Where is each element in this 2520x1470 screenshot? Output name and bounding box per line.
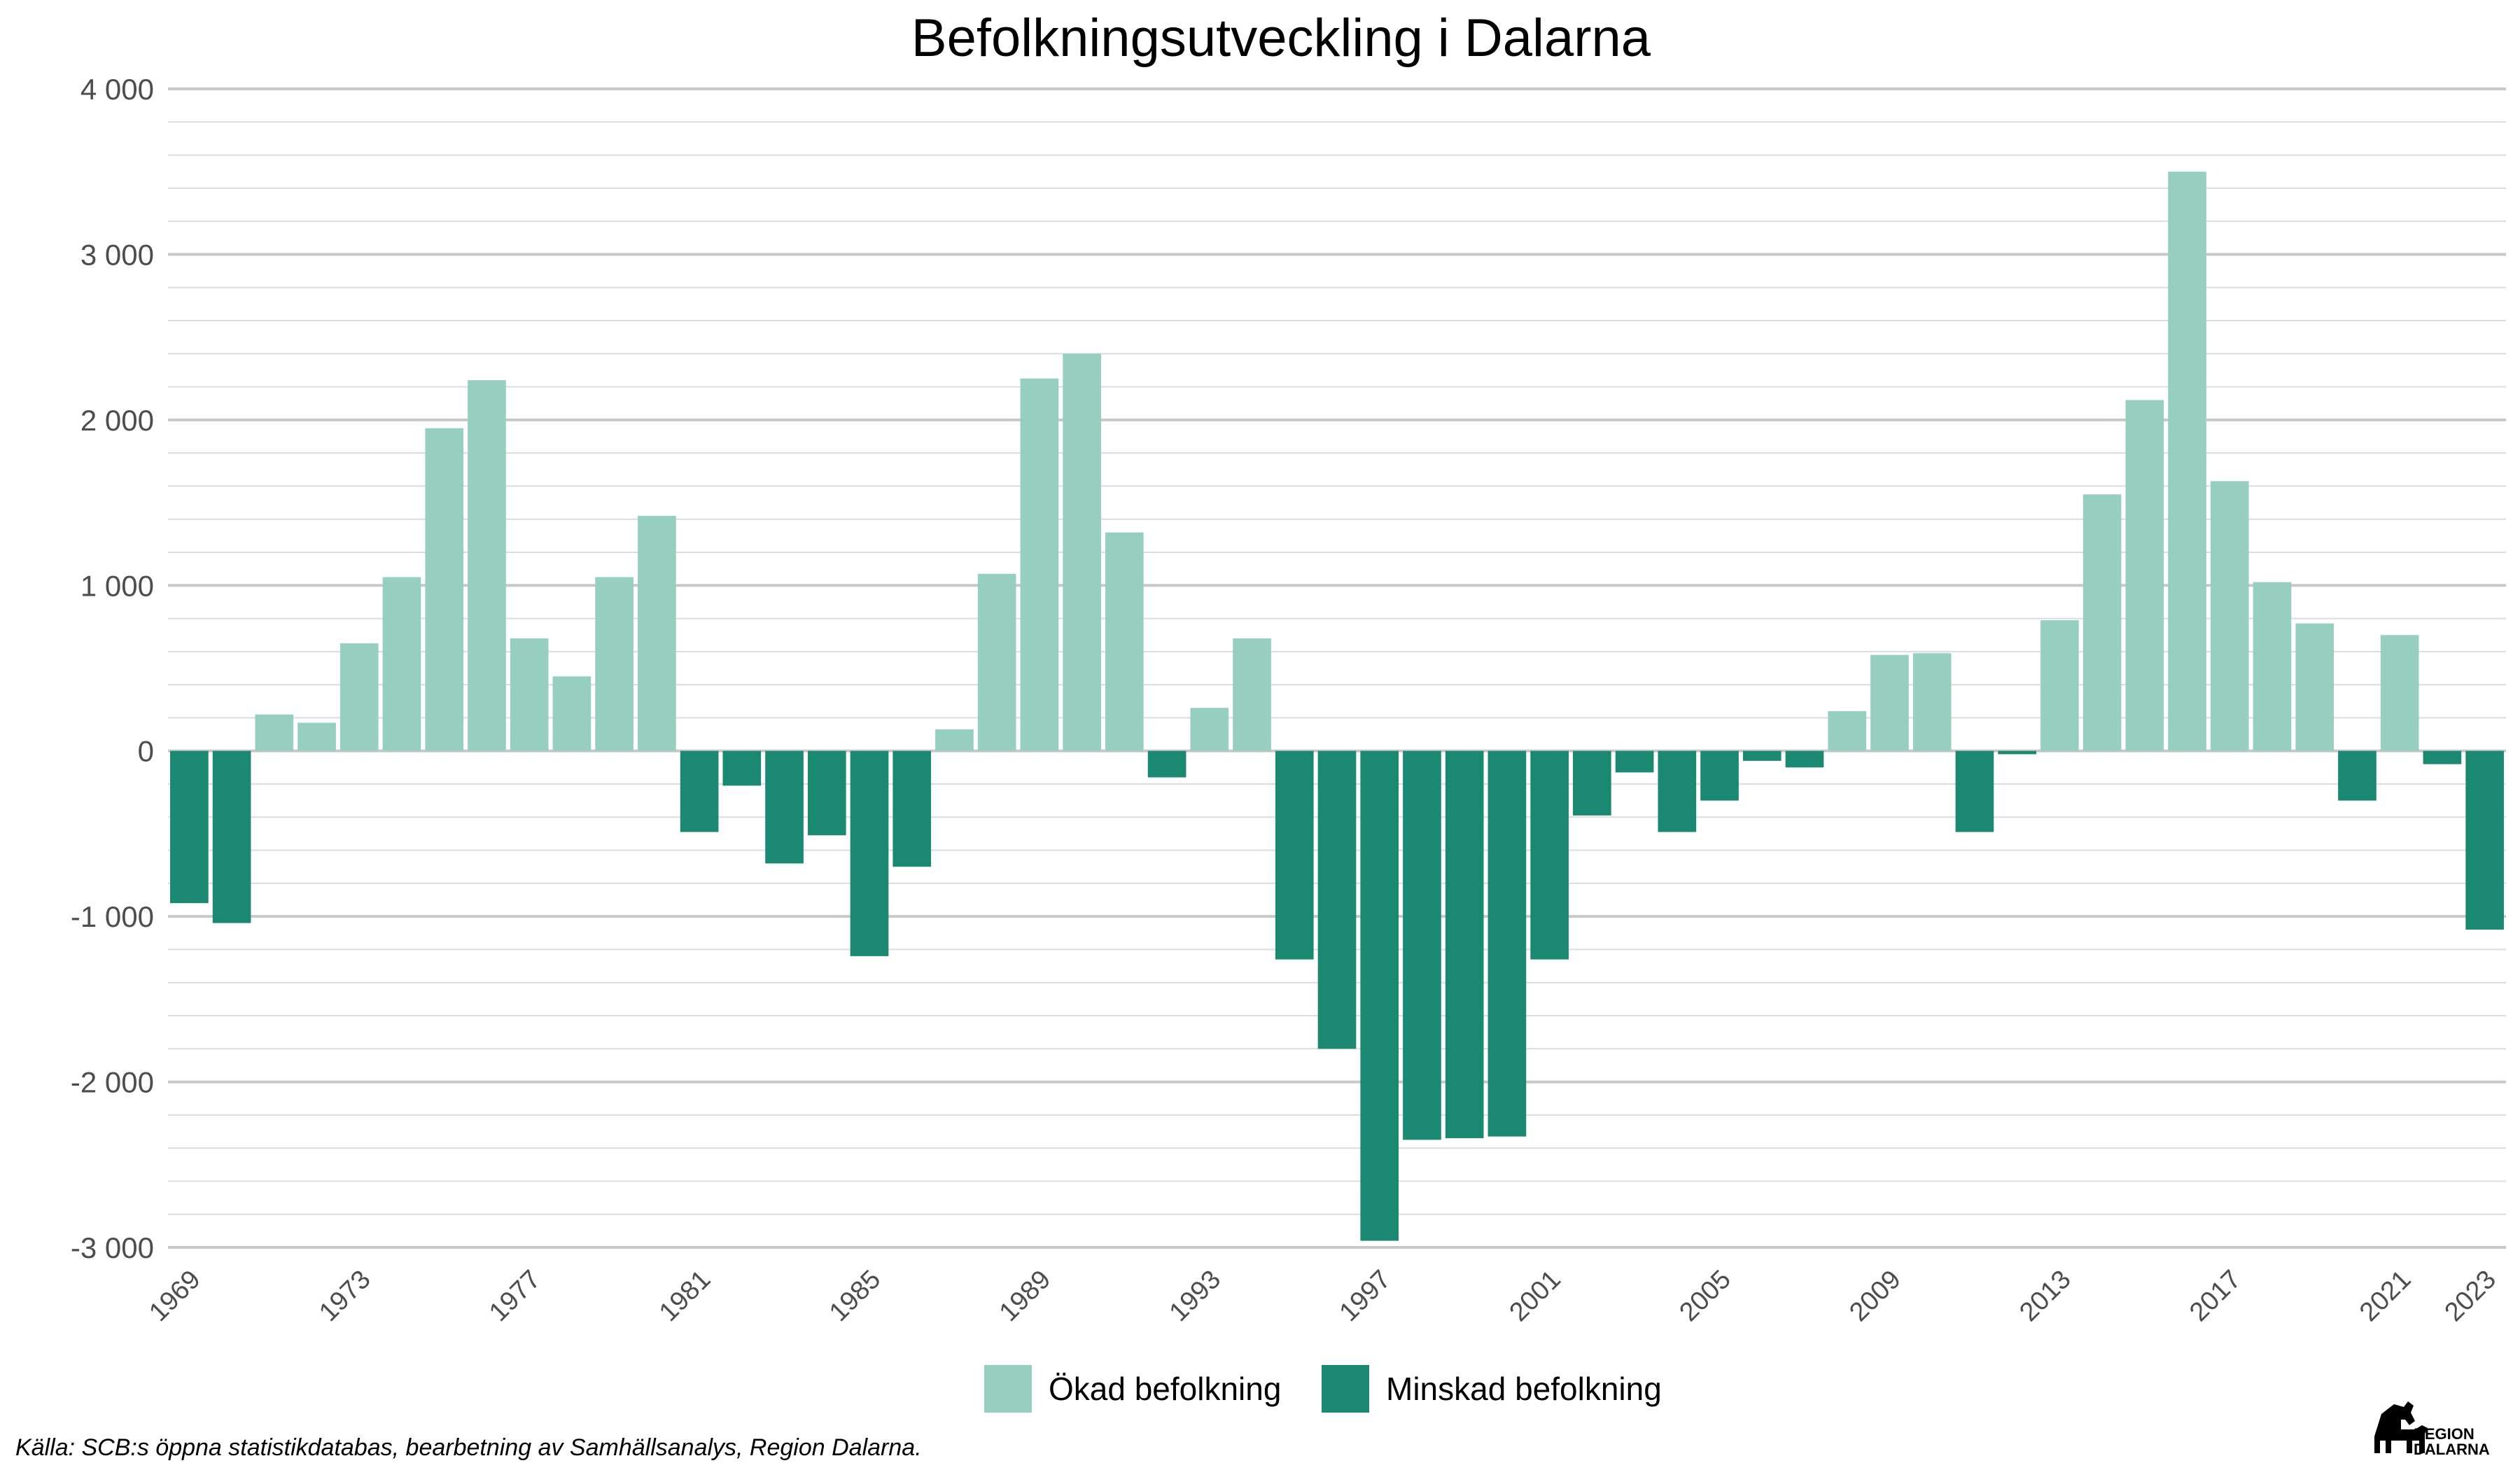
x-axis-ticks: 1969 1973 1977 1981 1985 1989 1993 1997 2001 2005…: [144, 1265, 2502, 1327]
source-caption: Källa: SCB:s öppna statistikdatabas, bea…: [15, 1434, 922, 1461]
bar-2000: [1488, 750, 1527, 1137]
bars: [170, 172, 2504, 1241]
x-tick-label: 1977: [484, 1265, 546, 1327]
bar-1970: [212, 750, 251, 923]
bar-2015: [2125, 400, 2164, 751]
bar-2022: [2423, 750, 2462, 764]
y-axis-ticks: -3 000 -2 000 -1 000 0 1 000 2 000 3 000 4 000: [71, 73, 154, 1264]
bar-2019: [2295, 623, 2334, 751]
y-tick-label: 2 000: [80, 404, 154, 437]
region-dalarna-logo: REGION DALARNA: [2374, 1401, 2490, 1458]
bar-1991: [1105, 532, 1144, 751]
bar-2011: [1955, 750, 1994, 832]
bar-2003: [1615, 750, 1654, 773]
bar-1997: [1360, 750, 1399, 1241]
legend-label: Ökad befolkning: [1049, 1371, 1281, 1407]
bar-2009: [1870, 654, 1909, 751]
y-tick-label: 3 000: [80, 238, 154, 271]
bar-1996: [1317, 750, 1357, 1049]
bar-1986: [892, 750, 932, 867]
bar-2005: [1700, 750, 1739, 801]
bar-1983: [765, 750, 804, 864]
bar-1987: [935, 729, 974, 751]
legend-label: Minskad befolkning: [1386, 1371, 1662, 1407]
bar-1974: [382, 577, 421, 751]
bar-1971: [255, 714, 294, 751]
chart-title: Befolkningsutveckling i Dalarna: [911, 8, 1651, 68]
y-tick-label: 0: [138, 735, 154, 768]
bar-2012: [1998, 750, 2036, 755]
x-tick-label: 1997: [1334, 1265, 1396, 1327]
x-tick-label: 2013: [2014, 1265, 2076, 1327]
bar-1985: [850, 750, 889, 956]
bar-2021: [2380, 635, 2419, 751]
bar-2001: [1530, 750, 1569, 960]
x-tick-label: 2005: [1674, 1265, 1736, 1327]
y-tick-label: -3 000: [71, 1231, 154, 1264]
bar-1988: [977, 573, 1016, 751]
bar-1980: [638, 515, 676, 751]
bar-1977: [510, 638, 549, 751]
bar-2002: [1573, 750, 1611, 816]
bar-2016: [2168, 172, 2206, 751]
x-tick-label: 2021: [2354, 1265, 2416, 1327]
bar-1978: [552, 676, 592, 751]
x-tick-label: 1973: [314, 1265, 376, 1327]
legend-swatch: [1322, 1365, 1369, 1413]
x-tick-label: 1969: [144, 1265, 206, 1327]
bar-2007: [1785, 750, 1824, 768]
y-tick-label: -1 000: [71, 900, 154, 933]
bar-1969: [170, 750, 209, 904]
y-tick-label: 4 000: [80, 73, 154, 106]
bar-2006: [1742, 750, 1782, 761]
bar-1976: [468, 380, 506, 751]
bar-1993: [1190, 708, 1229, 751]
bar-1972: [298, 722, 336, 751]
bar-1999: [1445, 750, 1484, 1138]
bar-1981: [680, 750, 719, 832]
bar-1998: [1403, 750, 1441, 1140]
logo-text-region: REGION: [2414, 1425, 2474, 1443]
bar-2008: [1828, 710, 1867, 751]
bar-1975: [425, 428, 464, 751]
y-tick-label: -2 000: [71, 1066, 154, 1099]
bar-1995: [1275, 750, 1314, 960]
bar-2004: [1658, 750, 1697, 832]
bar-2017: [2210, 481, 2249, 751]
legend: Ökad befolkning Minskad befolkning: [984, 1365, 1662, 1413]
bar-1989: [1020, 378, 1059, 751]
x-tick-label: 2023: [2440, 1265, 2502, 1327]
bar-2013: [2040, 620, 2079, 751]
bar-1990: [1063, 354, 1101, 751]
x-tick-label: 2017: [2184, 1265, 2246, 1327]
x-tick-label: 2001: [1504, 1265, 1567, 1327]
x-tick-label: 1993: [1164, 1265, 1226, 1327]
bar-1994: [1233, 638, 1271, 751]
bar-2010: [1912, 653, 1952, 751]
bar-1979: [595, 577, 634, 751]
bar-1973: [340, 643, 379, 751]
bar-2023: [2465, 750, 2504, 930]
x-tick-label: 2009: [1844, 1265, 1906, 1327]
dala-horse-icon: [2374, 1401, 2428, 1453]
x-tick-label: 1985: [824, 1265, 886, 1327]
y-tick-label: 1 000: [80, 569, 154, 602]
bar-1992: [1147, 750, 1186, 778]
x-tick-label: 1989: [994, 1265, 1056, 1327]
bar-1982: [722, 750, 762, 786]
legend-swatch: [984, 1365, 1032, 1413]
logo-text-dalarna: DALARNA: [2414, 1441, 2490, 1458]
bar-2014: [2082, 494, 2122, 751]
x-tick-label: 1981: [654, 1265, 716, 1327]
bar-2018: [2253, 582, 2292, 751]
bar-2020: [2338, 750, 2376, 801]
bar-1984: [807, 750, 846, 836]
